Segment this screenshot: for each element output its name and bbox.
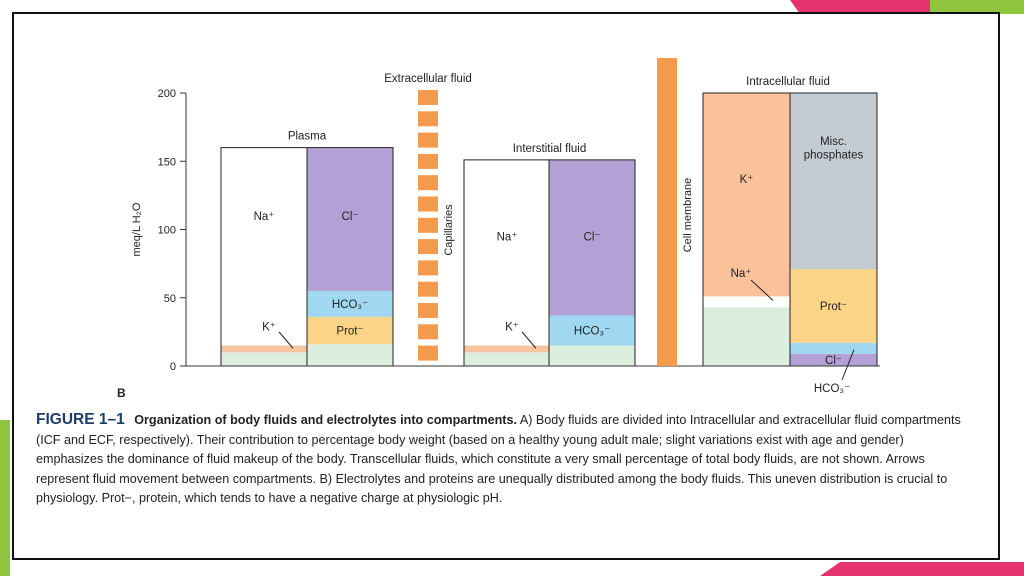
segment-label: HCO₃⁻	[814, 383, 850, 395]
caption-body: A) Body fluids are divided into Intracel…	[36, 413, 961, 505]
electrolyte-chart: 0 50 100 150 200 meq/L H₂O K⁺ Na⁺ Prot⁻ HCO₃⁻ Cl⁻ P…	[131, 58, 880, 395]
y-tick-label: 100	[158, 225, 176, 237]
top-right-pink-shape	[790, 0, 930, 14]
capillary-wall-segment	[418, 303, 438, 318]
segment-label: K⁺	[262, 321, 276, 333]
capillary-wall-segment	[418, 132, 438, 148]
segment-label: Na⁺	[731, 268, 752, 280]
segment-label: K⁺	[505, 321, 519, 333]
bar-segment	[307, 147, 393, 291]
label-leader-line	[841, 349, 855, 381]
y-tick-label: 200	[158, 88, 176, 100]
bar-segment	[221, 345, 307, 353]
segment-label: HCO₃⁻	[332, 299, 368, 311]
label-leader-line	[278, 331, 294, 349]
capillary-wall-segment	[418, 196, 438, 212]
compartment-title: Interstitial fluid	[513, 143, 587, 155]
capillary-wall-segment	[418, 153, 438, 169]
panel-letter: B	[117, 386, 126, 400]
capillary-wall-segment	[418, 324, 438, 340]
segment-label: Cl⁻	[825, 355, 842, 367]
bar-segment	[464, 159, 550, 346]
figure-caption: FIGURE 1–1 Organization of body fluids a…	[36, 410, 966, 509]
cell-membrane-bar	[657, 58, 677, 366]
capillary-wall-segment	[418, 281, 438, 297]
label-leader-line	[521, 331, 537, 349]
capillary-wall-segment	[418, 345, 438, 361]
capillary-wall-segment	[418, 175, 438, 191]
bar-segment	[307, 290, 393, 317]
y-axis-label: meq/L H₂O	[131, 202, 143, 256]
capillary-wall-segment	[418, 90, 438, 105]
bar-segment	[549, 315, 635, 346]
bar-segment	[464, 352, 550, 366]
bar-segment	[549, 345, 635, 366]
bar-segment	[703, 296, 790, 308]
segment-label: HCO₃⁻	[574, 326, 610, 338]
bar-segment	[790, 353, 877, 366]
segment-label: Cl⁻	[584, 231, 601, 243]
bar-segment	[464, 345, 550, 353]
bar-segment	[790, 269, 877, 343]
capillary-wall-segment	[418, 217, 438, 233]
label-leader-line	[750, 279, 774, 301]
region-label-extracellular: Extracellular fluid	[384, 73, 472, 85]
capillaries-label: Capillaries	[443, 204, 455, 256]
segment-label: Cl⁻	[342, 211, 359, 223]
segment-label: Na⁺	[497, 231, 518, 243]
compartment-title: Plasma	[288, 131, 327, 143]
segment-label: phosphates	[804, 150, 864, 162]
cell-membrane-label: Cell membrane	[682, 178, 694, 253]
top-right-green-shape	[930, 0, 1024, 14]
bottom-left-green-shape	[0, 420, 10, 576]
y-tick-label: 50	[164, 293, 176, 305]
bar-segment	[221, 352, 307, 366]
bar-segment	[703, 93, 790, 297]
y-tick-label: 150	[158, 156, 176, 168]
capillary-wall-segment	[418, 239, 438, 255]
bar-segment	[221, 147, 307, 346]
capillary-wall-segment	[418, 260, 438, 276]
segment-label: Misc.	[820, 136, 847, 148]
bar-segment	[703, 307, 790, 366]
capillary-wall-segment	[418, 111, 438, 127]
caption-title: Organization of body fluids and electrol…	[134, 413, 517, 427]
segment-label: Na⁺	[254, 211, 275, 223]
bar-segment	[790, 342, 877, 354]
bar-segment	[307, 316, 393, 345]
bar-segment	[549, 159, 635, 316]
bar-segment	[307, 344, 393, 366]
compartment-title: Intracellular fluid	[746, 76, 830, 88]
bottom-right-pink-shape	[820, 562, 1024, 576]
segment-label: Prot⁻	[820, 301, 847, 313]
bar-segment	[790, 93, 877, 270]
segment-label: K⁺	[740, 174, 754, 186]
y-tick-label: 0	[170, 361, 176, 373]
caption-figure-label: FIGURE 1–1	[36, 411, 125, 428]
segment-label: Prot⁻	[336, 326, 363, 338]
